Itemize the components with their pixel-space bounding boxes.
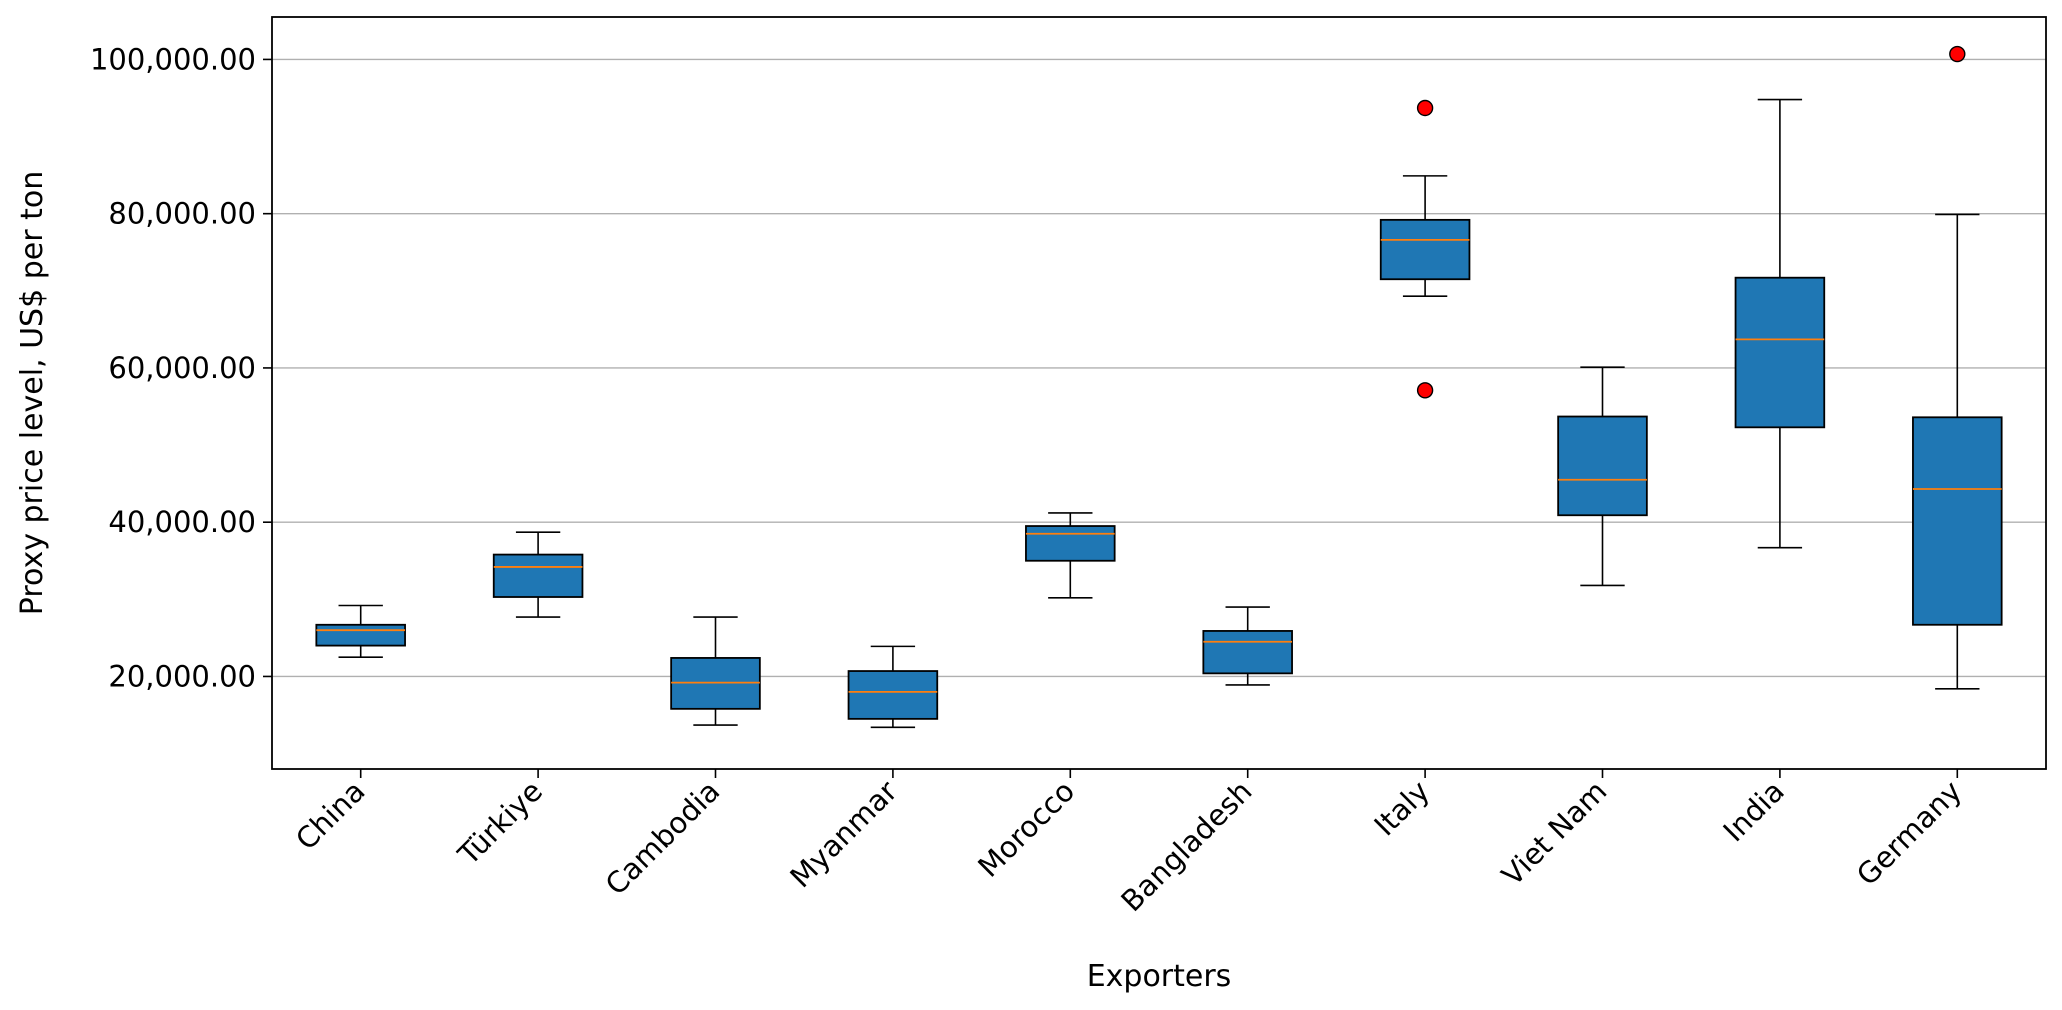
- iqr-box: [1025, 525, 1116, 562]
- iqr-box: [315, 623, 406, 647]
- x-tick-label: Morocco: [971, 774, 1081, 884]
- y-tick-label: 100,000.00: [90, 42, 256, 76]
- box-t-rkiye: [492, 531, 584, 618]
- y-tick-label: 60,000.00: [108, 351, 256, 385]
- box-china: [315, 604, 406, 658]
- grid-lines: [272, 58, 2046, 678]
- iqr-box: [1379, 218, 1471, 281]
- x-axis: China Türkiye Cambodia Myanmar Morocco Bangla…: [289, 769, 1968, 918]
- y-tick-label: 80,000.00: [108, 197, 256, 231]
- y-axis: 20,000.00 40,000.00 60,000.00 80,000.00 100,…: [90, 42, 272, 693]
- x-tick-label: Bangladesh: [1114, 774, 1258, 918]
- box-cambodia: [670, 616, 761, 726]
- box-india: [1734, 98, 1826, 549]
- plot-frame: [271, 16, 2047, 770]
- iqr-box: [1912, 416, 2003, 626]
- x-tick-label: Türkiye: [451, 774, 549, 872]
- y-tick-label: 40,000.00: [108, 505, 256, 539]
- x-tick-label: Germany: [1850, 774, 1968, 892]
- iqr-box: [1557, 415, 1648, 517]
- y-tick-label: 20,000.00: [108, 659, 256, 693]
- x-tick-label: China: [289, 774, 372, 857]
- x-tick-label: Cambodia: [599, 774, 727, 902]
- box-myanmar: [847, 645, 939, 729]
- iqr-box: [492, 553, 584, 598]
- outlier-point: [1416, 99, 1434, 117]
- x-tick-label: Myanmar: [783, 774, 903, 894]
- box-germany: [1912, 45, 2003, 690]
- outlier-point: [1416, 382, 1434, 399]
- x-axis-label: Exporters: [1087, 959, 1232, 994]
- box-italy: [1379, 99, 1471, 399]
- x-tick-label: India: [1716, 774, 1790, 848]
- iqr-box: [1734, 276, 1826, 429]
- iqr-box: [847, 670, 939, 720]
- box-bangladesh: [1202, 606, 1293, 686]
- x-tick-label: Viet Nam: [1495, 774, 1613, 892]
- boxes-layer: [315, 45, 2003, 729]
- box-viet-nam: [1557, 366, 1648, 587]
- x-tick-label: Italy: [1368, 774, 1437, 843]
- outlier-point: [1949, 45, 1966, 63]
- iqr-box: [1202, 630, 1293, 675]
- y-axis-label: Proxy price level, US$ per ton: [15, 171, 50, 615]
- box-morocco: [1025, 512, 1116, 599]
